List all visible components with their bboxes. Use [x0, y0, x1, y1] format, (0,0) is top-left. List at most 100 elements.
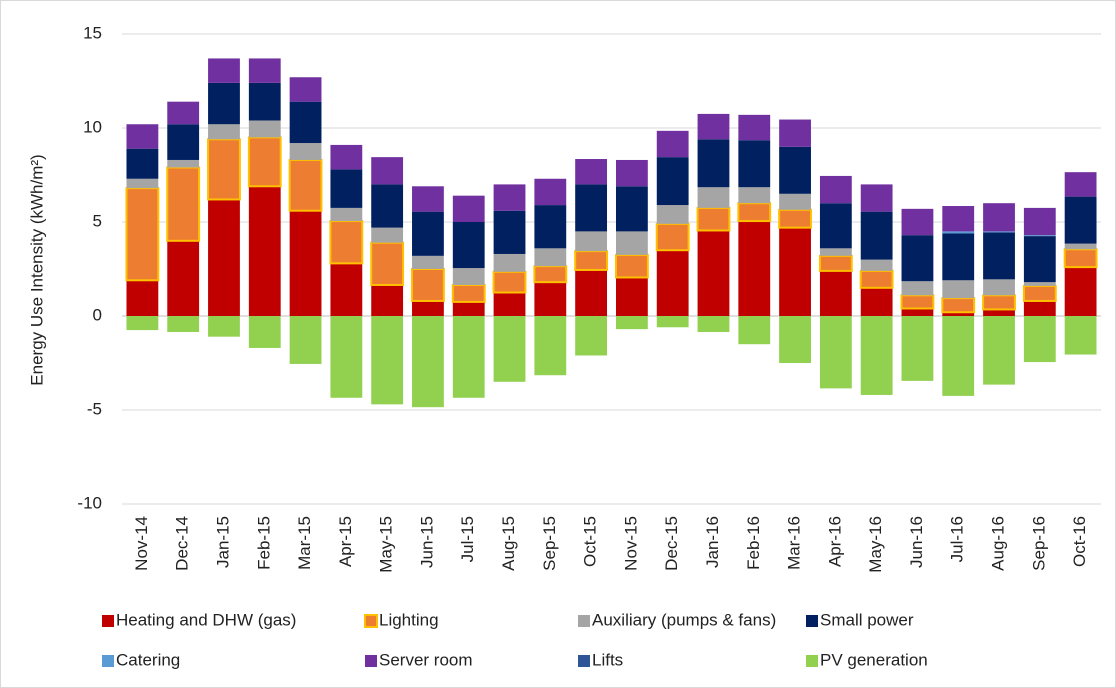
- x-tick-label: Dec-15: [662, 516, 681, 571]
- legend-swatch: [364, 614, 378, 628]
- bar-segment: [696, 206, 731, 232]
- bar-segment: [942, 280, 975, 299]
- bar-segment: [575, 316, 608, 356]
- bar-segment: [1064, 172, 1097, 197]
- x-tick-label: Oct-15: [581, 516, 600, 567]
- bar-segment: [901, 308, 934, 316]
- bar-segment: [330, 207, 363, 222]
- bar-segment: [208, 82, 240, 125]
- bar-segment: [697, 139, 730, 188]
- bar-segment: [738, 140, 771, 188]
- x-tick-label: Feb-16: [744, 516, 763, 570]
- x-tick-label: May-16: [866, 516, 885, 573]
- bar-segment: [248, 82, 281, 121]
- bar-segment: [452, 268, 485, 285]
- bar-segment: [575, 159, 608, 185]
- bar-segment: [818, 254, 853, 272]
- bar-segment: [492, 270, 527, 294]
- bar-segment: [901, 281, 934, 296]
- bar-segment: [330, 316, 363, 398]
- bar-segment: [901, 316, 934, 381]
- bar-segment: [126, 178, 159, 189]
- bar-segment: [533, 265, 568, 284]
- bar-segment: [1023, 316, 1056, 363]
- bar-segment: [289, 210, 322, 316]
- bar-segment: [330, 263, 363, 316]
- bar-segment: [493, 210, 526, 254]
- x-tick-label: Jan-15: [213, 516, 232, 568]
- x-tick-label: Jan-16: [703, 516, 722, 568]
- bar-segment: [534, 248, 567, 267]
- bar-segment: [738, 221, 771, 316]
- bar-segment: [207, 138, 241, 201]
- bar-segment: [779, 193, 811, 210]
- bar-segment: [1023, 235, 1056, 237]
- bar-segment: [371, 184, 404, 228]
- bar-segment: [1023, 207, 1056, 236]
- bar-segment: [942, 312, 975, 316]
- y-tick-label: -5: [87, 399, 102, 418]
- bar-segment: [208, 199, 240, 316]
- x-tick-label: Feb-15: [254, 516, 273, 570]
- bar-segment: [779, 146, 811, 194]
- bar-segment: [248, 58, 281, 83]
- bar-segment: [289, 316, 322, 364]
- bar-segment: [860, 184, 893, 212]
- bar-segment: [1064, 316, 1097, 355]
- bar-segment: [371, 227, 404, 243]
- bar-segment: [452, 195, 485, 222]
- bar-segment: [1023, 282, 1056, 286]
- legend-swatch: [806, 655, 818, 667]
- bar-segment: [167, 240, 200, 316]
- bar-segment: [983, 316, 1015, 385]
- x-tick-label: Mar-16: [785, 516, 804, 570]
- bar-segment: [411, 268, 445, 302]
- bar-segment: [983, 232, 1015, 280]
- bar-segment: [371, 157, 404, 185]
- bar-segment: [901, 235, 934, 282]
- bar-segment: [1023, 236, 1056, 283]
- legend-label: Catering: [116, 650, 180, 669]
- bar-segment: [779, 316, 811, 363]
- legend-label: Lighting: [379, 610, 439, 629]
- bar-segment: [166, 166, 201, 242]
- bar-segment: [1023, 300, 1056, 316]
- x-tick-label: Nov-15: [621, 516, 640, 571]
- bar-segment: [371, 284, 404, 316]
- bar-segment: [819, 203, 852, 249]
- bar-segment: [574, 250, 609, 271]
- bar-segment: [615, 231, 648, 255]
- x-tick-label: Aug-16: [989, 516, 1008, 571]
- bar-segment: [859, 269, 894, 289]
- bar-segment: [534, 178, 567, 206]
- x-tick-label: Aug-15: [499, 516, 518, 571]
- y-tick-label: 10: [83, 117, 102, 136]
- x-tick-label: Sep-16: [1029, 516, 1048, 571]
- bar-segment: [942, 206, 975, 232]
- bar-segment: [126, 316, 159, 331]
- bar-segment: [534, 205, 567, 249]
- x-tick-label: Dec-14: [173, 516, 192, 571]
- bar-segment: [248, 120, 281, 138]
- bar-segment: [615, 159, 648, 187]
- bar-segment: [412, 186, 444, 212]
- y-axis-label: Energy Use Intensity (kWh/m²): [27, 154, 46, 385]
- bar-segment: [330, 169, 363, 208]
- bar-segment: [167, 124, 200, 160]
- bar-segment: [983, 203, 1015, 232]
- bar-segment: [1064, 243, 1097, 250]
- bar-segment: [412, 211, 444, 256]
- bar-segment: [1064, 196, 1097, 244]
- bar-segment: [615, 186, 648, 232]
- legend-swatch: [578, 615, 590, 627]
- bar-segment: [493, 316, 526, 382]
- legend-label: Heating and DHW (gas): [116, 610, 296, 629]
- legend-swatch: [578, 655, 590, 667]
- bar-segment: [983, 231, 1015, 233]
- bar-segment: [125, 187, 160, 282]
- bar-segment: [167, 316, 200, 332]
- bar-segment: [126, 280, 159, 316]
- bar-segment: [656, 157, 689, 206]
- bar-segment: [738, 187, 771, 204]
